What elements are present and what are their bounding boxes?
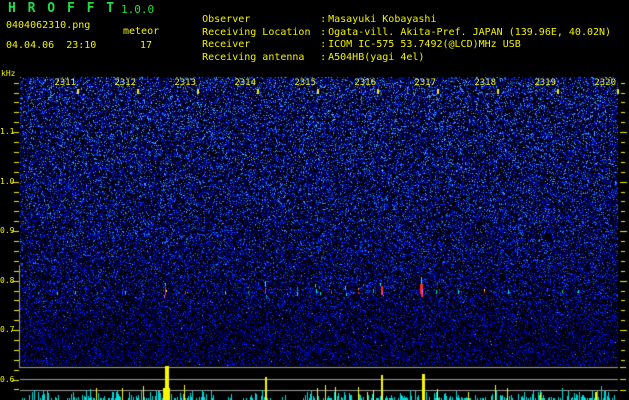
info-value: ICOM IC-575 53.7492(@LCD)MHz USB <box>328 39 521 50</box>
y-tick-label: 1.0 <box>0 177 15 186</box>
y-tick-label: 1.1 <box>0 127 15 136</box>
x-tick-label: 2318 <box>474 78 496 88</box>
x-tick-label: 2316 <box>354 78 376 88</box>
x-tick-label: 2320 <box>594 78 616 88</box>
info-label: Observer <box>202 14 251 25</box>
date-time: 04.04.06 23:10 <box>6 40 97 51</box>
info-row-location: Receiving Location: Ogata-vill. Akita-Pre… <box>178 16 611 38</box>
y-tick-label: 0.9 <box>0 226 15 235</box>
output-filename: 0404062310.png <box>6 20 91 31</box>
x-tick-label: 2319 <box>534 78 556 88</box>
x-tick-label: 2314 <box>234 78 256 88</box>
info-row-receiver: Receiver: ICOM IC-575 53.7492(@LCD)MHz US… <box>178 28 521 50</box>
y-tick-label: 0.8 <box>0 276 15 285</box>
y-axis-unit: kHz <box>1 69 16 78</box>
separator: : <box>320 14 327 25</box>
x-tick-label: 2311 <box>54 78 76 88</box>
y-tick-label: 0.6 <box>0 375 15 384</box>
echo-count: 17 <box>140 40 153 51</box>
info-row-observer: Observer: Masayuki Kobayashi <box>178 3 436 25</box>
info-value: Masayuki Kobayashi <box>328 14 437 25</box>
separator: : <box>320 52 327 63</box>
separator: : <box>320 27 327 38</box>
x-tick-label: 2315 <box>294 78 316 88</box>
x-tick-label: 2313 <box>174 78 196 88</box>
y-tick-label: 0.7 <box>0 325 15 334</box>
info-label: Receiving antenna <box>202 52 305 63</box>
mode-label: meteor <box>123 26 160 37</box>
app-title: H R O F F T <box>8 1 117 16</box>
info-value: A504HB(yagi 4el) <box>328 52 425 63</box>
separator: : <box>320 39 327 50</box>
info-value: Ogata-vill. Akita-Pref. JAPAN (139.96E, … <box>328 27 612 38</box>
info-label: Receiver <box>202 39 251 50</box>
x-tick-label: 2317 <box>414 78 436 88</box>
info-label: Receiving Location <box>202 27 311 38</box>
info-row-antenna: Receiving antenna: A504HB(yagi 4el) <box>178 41 424 63</box>
x-tick-label: 2312 <box>114 78 136 88</box>
app-version: 1.0.0 <box>121 3 155 16</box>
